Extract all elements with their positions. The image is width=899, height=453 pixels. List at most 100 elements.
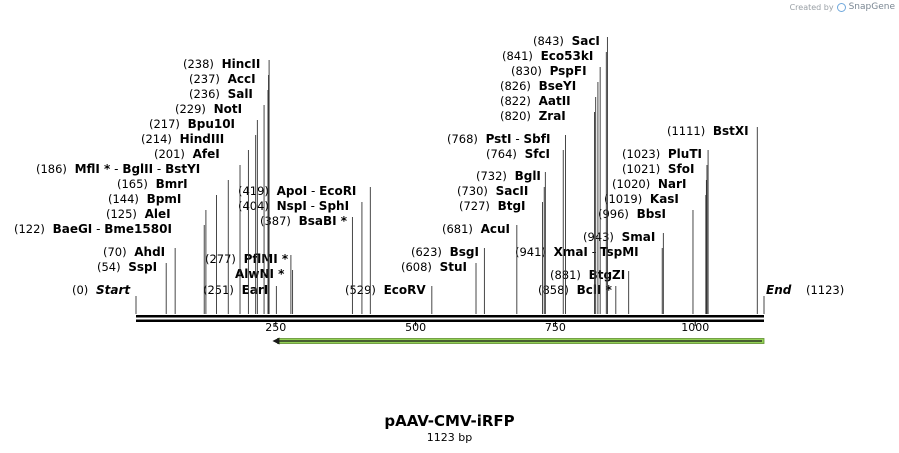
site-name-separator: -	[588, 245, 600, 259]
site-label[interactable]: (881) BtgZI	[550, 268, 625, 282]
site-enzyme-name: BsgI	[450, 245, 479, 259]
site-spacer	[45, 222, 53, 236]
site-position: (941)	[515, 245, 546, 259]
plasmid-name: pAAV-CMV-iRFP	[384, 412, 515, 430]
site-label[interactable]: (238) HincII	[183, 57, 260, 71]
site-label[interactable]: (529) EcoRV	[345, 283, 426, 297]
site-label[interactable]: (165) BmrI	[117, 177, 188, 191]
site-label[interactable]: (251) EarI	[203, 283, 268, 297]
site-spacer	[139, 192, 147, 206]
site-label[interactable]: (822) AatII	[500, 94, 571, 108]
site-name-separator: -	[512, 132, 524, 146]
credit-brand: SnapGene	[848, 2, 895, 12]
site-position: (1111)	[667, 124, 705, 138]
site-label[interactable]: (623) BsgI	[411, 245, 479, 259]
site-enzyme-name: XmaI	[554, 245, 588, 259]
site-spacer	[220, 72, 228, 86]
site-label[interactable]: (237) AccI	[189, 72, 256, 86]
site-enzyme-name: SbfI	[523, 132, 550, 146]
start-position: (0)	[72, 283, 88, 297]
site-label[interactable]: (229) NotI	[175, 102, 242, 116]
site-label[interactable]: (144) BpmI	[108, 192, 181, 206]
ruler-tick-label: 250	[265, 321, 286, 334]
site-label[interactable]: (122) BaeGI - Bme1580I	[14, 222, 172, 236]
site-position: (764)	[486, 147, 517, 161]
site-label[interactable]: (732) BglI	[476, 169, 541, 183]
site-label[interactable]: (217) Bpu10I	[149, 117, 235, 131]
site-label[interactable]: (419) ApoI - EcoRI	[238, 184, 356, 198]
site-label[interactable]: (681) AcuI	[442, 222, 510, 236]
site-spacer	[650, 177, 658, 191]
site-position: (54)	[97, 260, 121, 274]
site-position: (943)	[583, 230, 614, 244]
site-enzyme-name: BbsI	[637, 207, 666, 221]
site-enzyme-name: NarI	[658, 177, 687, 191]
site-position: (404)	[238, 199, 269, 213]
site-label[interactable]: (54) SspI	[97, 260, 157, 274]
site-position: (70)	[103, 245, 127, 259]
site-label[interactable]: (387) BsaBI *	[260, 214, 348, 228]
site-label[interactable]: (1021) SfoI	[622, 162, 694, 176]
site-spacer	[629, 207, 637, 221]
site-enzyme-name: NspI	[277, 199, 307, 213]
site-enzyme-name: Bpu10I	[188, 117, 235, 131]
snapgene-credit: Created by SnapGene	[790, 2, 895, 12]
site-spacer	[148, 177, 156, 191]
site-label[interactable]: (730) SacII	[457, 184, 528, 198]
site-label[interactable]: (768) PstI - SbfI	[447, 132, 550, 146]
site-spacer	[542, 64, 550, 78]
site-label[interactable]: (841) Eco53kI	[502, 49, 593, 63]
site-spacer	[581, 268, 589, 282]
site-position: (229)	[175, 102, 206, 116]
site-label[interactable]: (820) ZraI	[500, 109, 566, 123]
site-label[interactable]: (727) BtgI	[459, 199, 526, 213]
site-label[interactable]: (1111) BstXI	[667, 124, 749, 138]
site-label[interactable]: (843) SacI	[533, 34, 600, 48]
site-spacer	[442, 245, 450, 259]
site-label[interactable]: (70) AhdI	[103, 245, 165, 259]
site-label[interactable]: (941) XmaI - TspMI	[515, 245, 639, 259]
site-enzyme-name: BtgI	[498, 199, 526, 213]
site-position: (996)	[598, 207, 629, 221]
site-label[interactable]: (277) PflMI *	[205, 252, 289, 266]
site-name-separator: -	[307, 199, 319, 213]
site-spacer	[185, 147, 193, 161]
site-position: (1021)	[622, 162, 660, 176]
site-label[interactable]: (996) BbsI	[598, 207, 666, 221]
site-enzyme-name: AatII	[539, 94, 571, 108]
site-label[interactable]: (858) BclI *	[538, 283, 613, 297]
site-label[interactable]: (201) AfeI	[154, 147, 220, 161]
site-position: (727)	[459, 199, 490, 213]
site-label[interactable]: (404) NspI - SphI	[238, 199, 349, 213]
site-enzyme-name: AfeI	[193, 147, 220, 161]
site-spacer	[531, 109, 539, 123]
site-label[interactable]: (236) SalI	[189, 87, 253, 101]
site-label[interactable]: (214) HindIII	[141, 132, 224, 146]
site-enzyme-name: TspMI	[600, 245, 639, 259]
site-enzyme-name: BaeGI	[53, 222, 93, 236]
site-spacer	[214, 57, 222, 71]
site-label[interactable]: (1020) NarI	[612, 177, 686, 191]
site-label[interactable]: (125) AleI	[106, 207, 171, 221]
site-name-separator: -	[92, 222, 104, 236]
ruler-tick-label: 750	[545, 321, 566, 334]
site-label[interactable]: (1023) PluTI	[622, 147, 702, 161]
site-label[interactable]: (1019) KasI	[604, 192, 679, 206]
site-enzyme-name: PflMI *	[244, 252, 289, 266]
site-position: (1019)	[604, 192, 642, 206]
site-label[interactable]: (608) StuI	[401, 260, 467, 274]
site-label[interactable]: (186) MflI * - BglII - BstYI	[36, 162, 200, 176]
site-spacer	[564, 34, 572, 48]
site-enzyme-name: AcuI	[481, 222, 510, 236]
site-label[interactable]: (830) PspFI	[511, 64, 587, 78]
site-label[interactable]: (826) BseYI	[500, 79, 576, 93]
site-spacer	[137, 207, 145, 221]
site-position: (277)	[205, 252, 236, 266]
site-spacer	[642, 192, 650, 206]
site-label[interactable]: (943) SmaI	[583, 230, 655, 244]
site-label[interactable]: AlwNI *	[235, 267, 285, 281]
site-label[interactable]: (764) SfcI	[486, 147, 550, 161]
site-spacer	[488, 184, 496, 198]
site-position: (236)	[189, 87, 220, 101]
site-enzyme-name: BpmI	[147, 192, 182, 206]
